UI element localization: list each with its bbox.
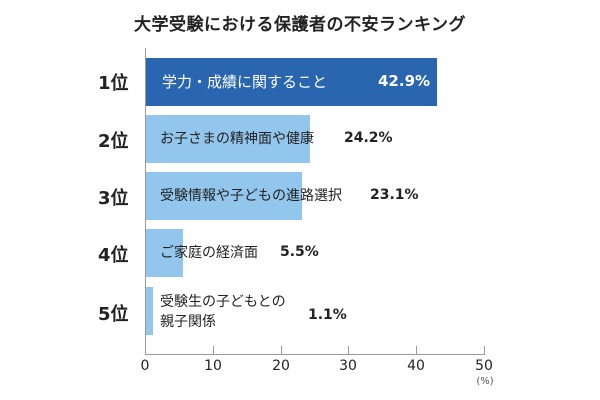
x-axis-line bbox=[145, 354, 485, 355]
bar-4 bbox=[146, 229, 183, 277]
chart-title: 大学受験における保護者の不安ランキング bbox=[134, 15, 466, 35]
x-tick-label-20: 20 bbox=[272, 358, 290, 374]
rank-label-2: 2位 bbox=[98, 131, 129, 152]
bar-1 bbox=[146, 58, 437, 106]
bar-value-4: 5.5% bbox=[280, 244, 319, 260]
rank-label-3: 3位 bbox=[98, 188, 129, 209]
bar-label-5-line1: 受験生の子どもとの bbox=[160, 294, 286, 310]
rank-label-1: 1位 bbox=[98, 73, 129, 94]
x-tick-10 bbox=[213, 346, 214, 354]
x-tick-30 bbox=[348, 346, 349, 354]
x-tick-0 bbox=[145, 346, 146, 354]
bar-label-4: ご家庭の経済面 bbox=[160, 245, 258, 261]
bar-label-5-line2: 親子関係 bbox=[160, 314, 216, 330]
x-tick-label-10: 10 bbox=[204, 358, 222, 374]
x-tick-20 bbox=[281, 346, 282, 354]
bar-3 bbox=[146, 172, 302, 220]
bar-2 bbox=[146, 115, 310, 163]
rank-label-4: 4位 bbox=[98, 245, 129, 266]
x-tick-label-50: 50 bbox=[475, 358, 493, 374]
x-tick-40 bbox=[416, 346, 417, 354]
x-tick-label-30: 30 bbox=[339, 358, 357, 374]
bar-value-1: 42.9% bbox=[378, 72, 431, 90]
bar-value-5: 1.1% bbox=[308, 307, 347, 323]
y-axis-line bbox=[145, 48, 146, 354]
bar-value-3: 23.1% bbox=[370, 187, 419, 203]
bar-label-1: 学力・成績に関すること bbox=[162, 73, 328, 91]
x-axis-unit: (%) bbox=[476, 376, 494, 387]
bar-label-2: お子さまの精神面や健康 bbox=[160, 131, 314, 147]
x-tick-label-0: 0 bbox=[140, 358, 150, 374]
rank-label-5: 5位 bbox=[98, 304, 129, 325]
bar-label-3: 受験情報や子どもの進路選択 bbox=[160, 188, 342, 204]
bar-5 bbox=[146, 287, 153, 335]
x-tick-50 bbox=[484, 346, 485, 354]
bar-value-2: 24.2% bbox=[344, 130, 393, 146]
x-tick-label-40: 40 bbox=[407, 358, 425, 374]
